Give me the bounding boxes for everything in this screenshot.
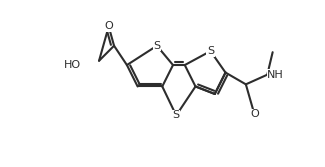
Text: O: O [104,22,113,31]
Text: HO: HO [64,60,81,70]
Text: O: O [250,109,259,119]
Text: S: S [207,46,214,56]
Text: S: S [153,41,161,51]
Text: S: S [173,110,180,120]
Text: NH: NH [267,70,284,80]
